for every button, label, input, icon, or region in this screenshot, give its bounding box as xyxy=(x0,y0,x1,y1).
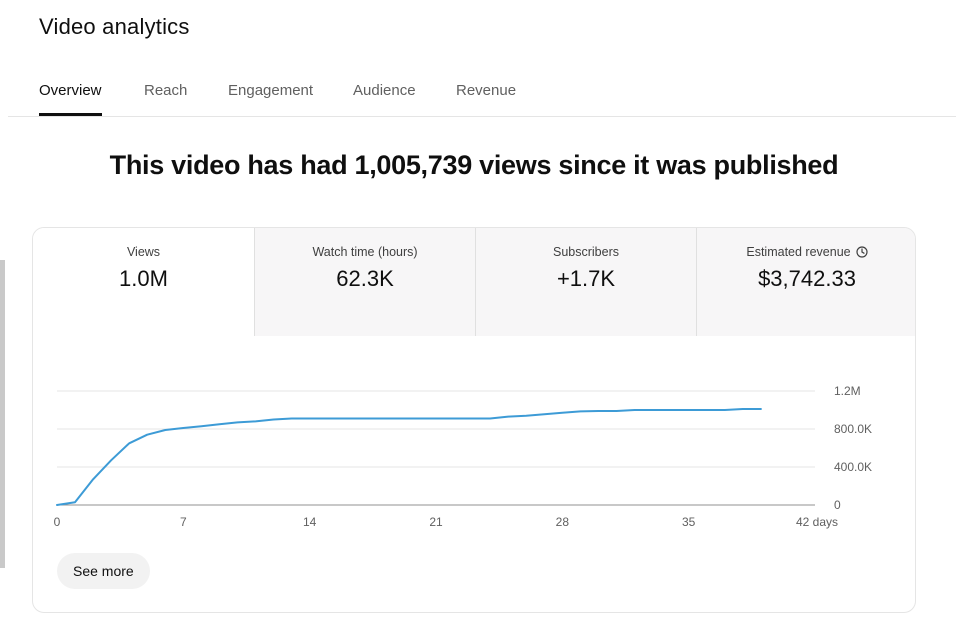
metric-label: Views xyxy=(126,245,161,259)
metric-views[interactable]: Views 1.0M xyxy=(33,228,254,336)
y-tick-label: 0 xyxy=(834,498,841,512)
metric-label: Watch time (hours) xyxy=(312,245,418,259)
metric-value: 62.3K xyxy=(336,266,394,291)
left-scrollbar[interactable] xyxy=(0,260,5,568)
x-tick-label: 7 xyxy=(180,515,187,529)
metric-subscribers[interactable]: Subscribers +1.7K xyxy=(475,228,696,336)
tab-engagement[interactable]: Engagement xyxy=(228,82,314,99)
page-title: Video analytics xyxy=(39,14,190,39)
overview-card: Views 1.0M Watch time (hours) 62.3K Subs… xyxy=(32,227,916,613)
metric-value: 1.0M xyxy=(119,266,168,291)
x-tick-label: 35 xyxy=(682,515,696,529)
x-tick-label: 21 xyxy=(429,515,443,529)
clock-icon[interactable] xyxy=(856,246,868,258)
views-chart: 0 400.0K 800.0K 1.2M 0 7 14 21 28 35 42 days xyxy=(33,336,915,546)
x-tick-label: 42 days xyxy=(796,515,838,529)
metric-tabs: Views 1.0M Watch time (hours) 62.3K Subs… xyxy=(33,228,915,336)
x-tick-label: 14 xyxy=(303,515,317,529)
tab-overview[interactable]: Overview xyxy=(39,82,102,116)
metric-label: Estimated revenue xyxy=(746,245,851,259)
views-line-chart: 0 400.0K 800.0K 1.2M 0 7 14 21 28 35 42 days xyxy=(54,384,872,529)
metric-label-row: Estimated revenue xyxy=(697,245,915,259)
tab-revenue[interactable]: Revenue xyxy=(456,82,517,99)
y-tick-label: 1.2M xyxy=(834,384,861,398)
metric-value: +1.7K xyxy=(556,266,616,291)
tab-audience[interactable]: Audience xyxy=(353,82,416,99)
tab-reach[interactable]: Reach xyxy=(144,82,188,99)
x-tick-label: 28 xyxy=(556,515,570,529)
see-more-button[interactable]: See more xyxy=(57,553,150,589)
x-tick-label: 0 xyxy=(54,515,61,529)
views-headline: This video has had 1,005,739 views since… xyxy=(109,150,839,180)
metric-value: $3,742.33 xyxy=(758,266,856,291)
y-tick-label: 400.0K xyxy=(834,460,872,474)
tab-bar: Overview Reach Engagement Audience Reven… xyxy=(8,66,956,117)
views-series-line xyxy=(56,408,762,506)
metric-estimated-revenue[interactable]: Estimated revenue $3,742.33 xyxy=(696,228,915,336)
y-tick-label: 800.0K xyxy=(834,422,872,436)
metric-watch-time[interactable]: Watch time (hours) 62.3K xyxy=(254,228,475,336)
metric-label: Subscribers xyxy=(553,245,619,259)
